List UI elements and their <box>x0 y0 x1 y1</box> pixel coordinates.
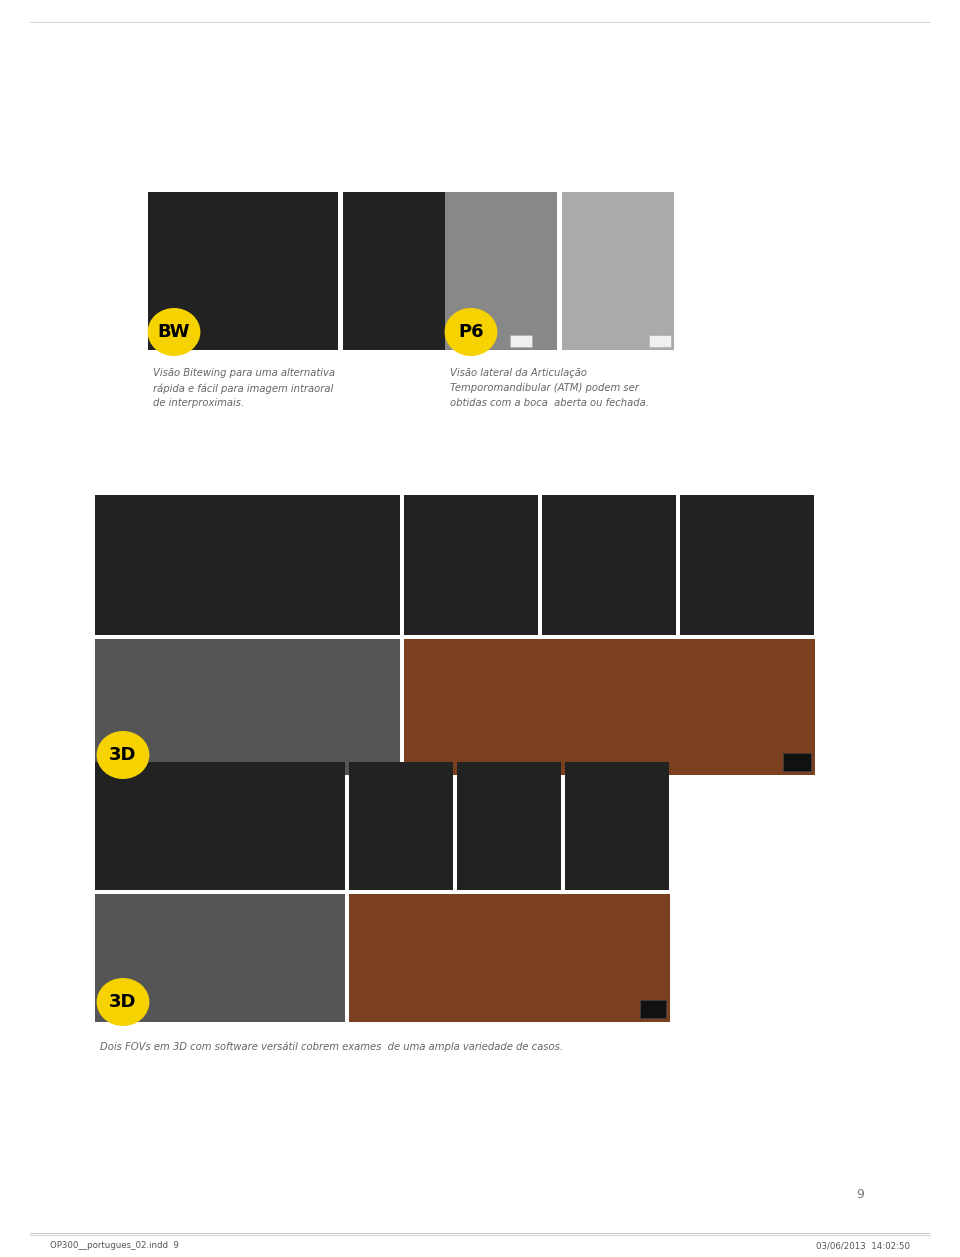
Bar <box>649 336 671 347</box>
Bar <box>148 192 338 349</box>
Bar <box>349 762 453 890</box>
Bar <box>349 894 670 1022</box>
Text: 9: 9 <box>856 1189 864 1202</box>
Bar <box>445 192 557 349</box>
Bar <box>680 495 814 635</box>
Text: BW: BW <box>157 323 190 341</box>
Ellipse shape <box>97 732 150 779</box>
Text: Dois FOVs em 3D com software versátil cobrem exames  de uma ampla variedade de c: Dois FOVs em 3D com software versátil co… <box>100 1042 563 1052</box>
Bar <box>783 753 811 771</box>
Bar <box>95 894 345 1022</box>
Bar <box>565 762 669 890</box>
Bar <box>95 495 400 635</box>
Ellipse shape <box>148 308 201 356</box>
Bar <box>404 495 538 635</box>
Bar <box>542 495 676 635</box>
Bar <box>640 1001 666 1018</box>
Text: 03/06/2013  14:02:50: 03/06/2013 14:02:50 <box>816 1242 910 1251</box>
Text: 3D: 3D <box>109 745 136 764</box>
Text: P6: P6 <box>458 323 484 341</box>
Text: 3D: 3D <box>109 993 136 1011</box>
Text: Visão lateral da Articulação
Temporomandibular (ATM) podem ser
obtidas com a boc: Visão lateral da Articulação Temporomand… <box>450 368 649 407</box>
Ellipse shape <box>444 308 497 356</box>
Ellipse shape <box>97 978 150 1026</box>
Bar <box>562 192 674 349</box>
Bar <box>457 762 561 890</box>
Text: Visão Bitewing para uma alternativa
rápida e fácil para imagem intraoral
de inte: Visão Bitewing para uma alternativa rápi… <box>153 368 335 409</box>
Bar <box>510 336 532 347</box>
Bar <box>95 762 345 890</box>
Bar <box>95 639 400 776</box>
Bar <box>343 192 535 349</box>
Bar <box>404 639 815 776</box>
Text: OP300__portugues_02.indd  9: OP300__portugues_02.indd 9 <box>50 1242 179 1251</box>
